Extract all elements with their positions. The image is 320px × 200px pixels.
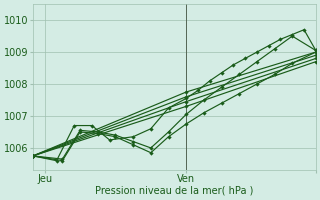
X-axis label: Pression niveau de la mer( hPa ): Pression niveau de la mer( hPa ) [95, 186, 253, 196]
